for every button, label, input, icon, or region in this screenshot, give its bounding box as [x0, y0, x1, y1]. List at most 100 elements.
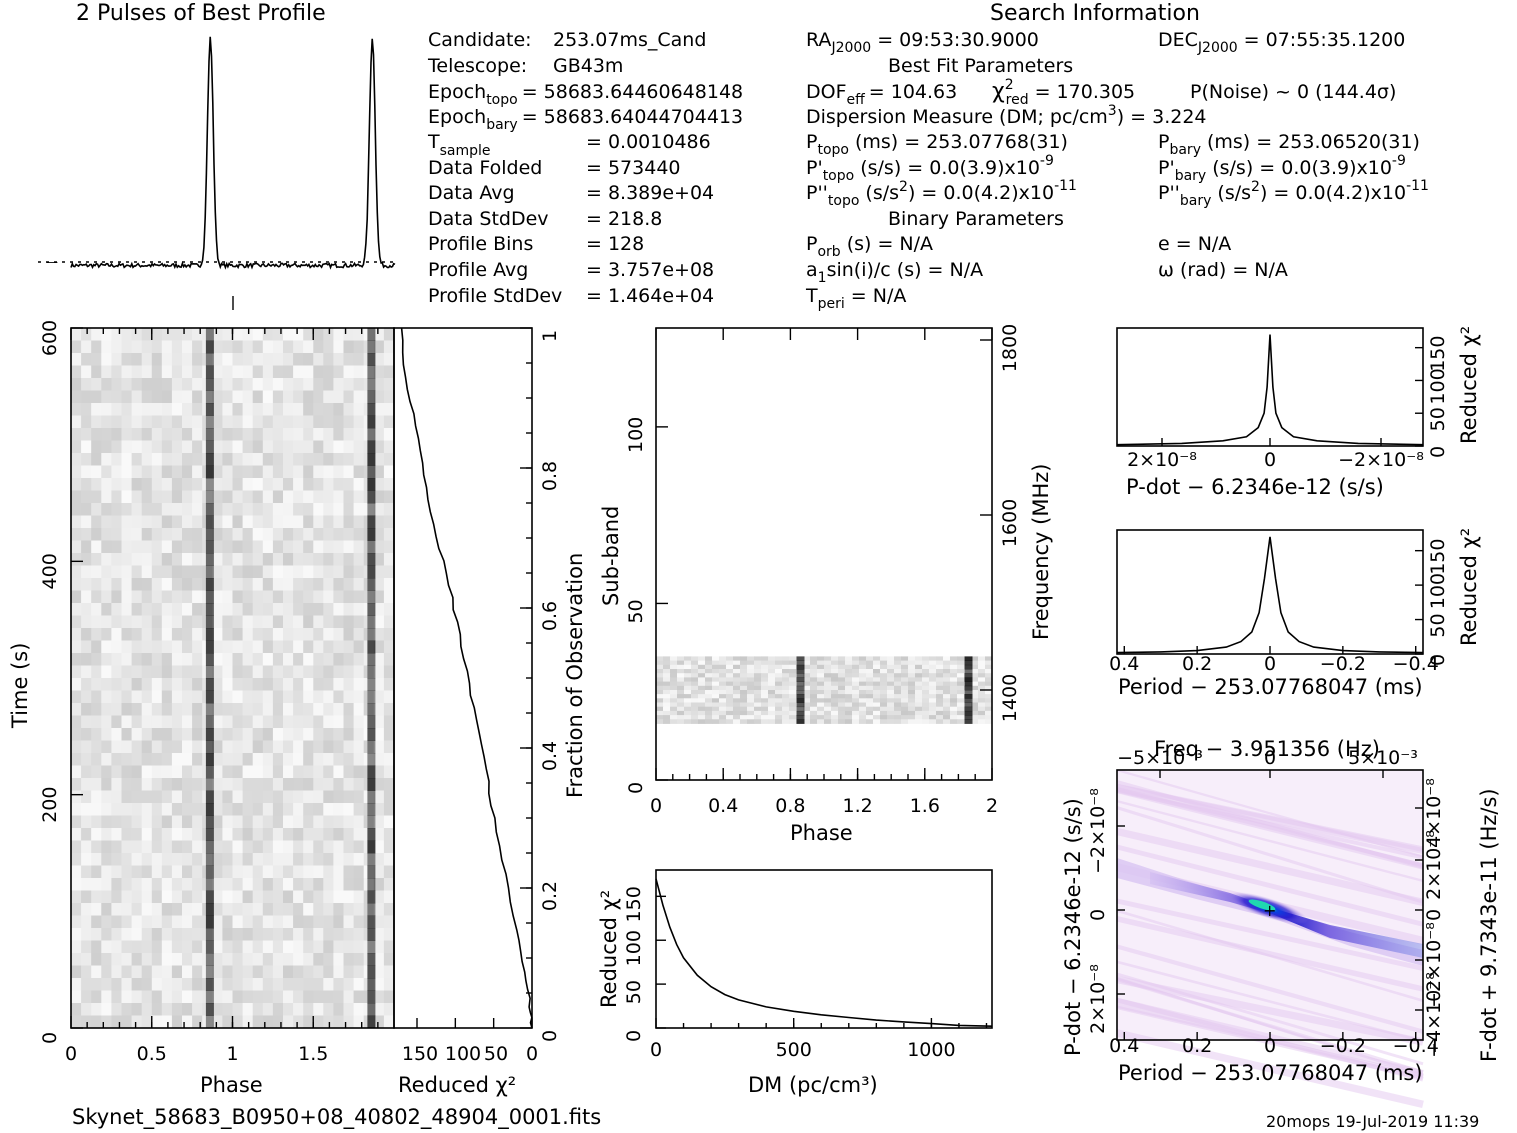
subband-cell: [789, 673, 797, 678]
time-phase-cell: [323, 453, 334, 466]
time-phase-cell: [353, 703, 365, 716]
time-phase-cell: [242, 778, 254, 791]
time-phase-cell: [313, 703, 324, 716]
time-phase-cell: [353, 353, 365, 366]
time-phase-pulse-2: [367, 853, 376, 866]
time-phase-pulse-1: [205, 715, 214, 729]
time-phase-cell: [141, 615, 153, 629]
time-phase-cell: [283, 403, 294, 416]
time-phase-cell: [343, 715, 355, 729]
time-phase-cell: [252, 515, 264, 529]
subband-cell: [971, 710, 979, 716]
subband-cell: [824, 690, 832, 695]
data-stddev-value: = 218.8: [586, 208, 662, 230]
subband-cell: [761, 706, 769, 712]
time-phase-cell: [222, 415, 233, 429]
time-phase-cell: [373, 765, 385, 779]
subband-cell: [901, 710, 909, 716]
time-phase-cell: [252, 628, 264, 641]
time-phase-cell: [131, 390, 143, 404]
time-phase-cell: [252, 578, 264, 591]
time-phase-cell: [81, 840, 92, 854]
time-phase-cell: [111, 503, 122, 516]
time-phase-cell: [313, 940, 324, 954]
subband-cell: [887, 710, 895, 716]
time-phase-cell: [252, 440, 264, 454]
subband-cell: [908, 673, 916, 678]
subband-cell: [901, 698, 909, 703]
subband-cell: [698, 681, 706, 687]
subband-cell: [915, 694, 923, 699]
time-phase-cell: [71, 415, 82, 429]
time-phase-cell: [242, 415, 254, 429]
time-phase-ytick-label: 0: [39, 1032, 61, 1044]
subband-cell: [985, 681, 993, 687]
time-phase-cell: [161, 803, 173, 816]
subband-cell: [747, 685, 755, 691]
time-phase-cell: [81, 903, 92, 916]
footer-timestamp: 20mops 19-Jul-2019 11:39: [1266, 1112, 1479, 1131]
subband-cell: [775, 664, 783, 670]
time-phase-cell: [151, 328, 163, 341]
time-phase-cell: [272, 365, 284, 379]
time-phase-cell: [283, 653, 294, 666]
time-phase-cell: [323, 928, 334, 941]
subband-cell: [943, 706, 951, 712]
time-phase-cell: [212, 790, 223, 804]
time-phase-cell: [313, 853, 324, 866]
time-phase-cell: [262, 640, 274, 654]
time-phase-cell: [141, 503, 153, 516]
time-phase-cell: [141, 803, 153, 816]
time-phase-cell: [293, 565, 304, 579]
time-phase-cell: [81, 640, 92, 654]
time-phase-cell: [262, 540, 274, 554]
time-phase-cell: [353, 815, 365, 829]
time-phase-cell: [272, 503, 284, 516]
time-phase-cell: [212, 565, 223, 579]
time-phase-pulse-1: [205, 828, 214, 841]
time-phase-cell: [272, 740, 284, 754]
time-phase-cell: [182, 653, 193, 666]
time-phase-cell: [262, 753, 274, 766]
time-phase-cell: [81, 765, 92, 779]
time-phase-cell: [121, 728, 133, 741]
time-phase-cell: [252, 603, 264, 616]
time-phase-cell: [81, 428, 92, 441]
subband-cell: [803, 706, 811, 712]
subband-cell: [922, 669, 930, 674]
subband-cell: [691, 715, 699, 720]
time-phase-pulse-1: [205, 953, 214, 966]
subband-cell: [768, 669, 776, 674]
time-phase-rows: [71, 328, 395, 1029]
time-phase-cell: [343, 578, 355, 591]
time-phase-cell: [91, 953, 102, 966]
time-phase-cell: [293, 803, 304, 816]
subband-cell: [747, 673, 755, 678]
time-phase-cell: [262, 390, 274, 404]
time-phase-cell: [333, 765, 344, 779]
data-avg-label: Data Avg: [428, 182, 515, 204]
time-phase-cell: [383, 540, 395, 554]
time-phase-cell: [272, 615, 284, 629]
time-phase-cell: [232, 928, 244, 941]
time-phase-cell: [101, 515, 112, 529]
time-phase-cell: [121, 840, 133, 854]
subband-cell: [880, 694, 888, 699]
time-phase-cell: [171, 928, 183, 941]
time-phase-cell: [182, 565, 193, 579]
time-phase-cell: [363, 690, 375, 704]
telescope-value: GB43m: [553, 55, 623, 77]
time-phase-cell: [222, 828, 233, 841]
subband-cell: [831, 685, 839, 691]
time-phase-cell: [383, 340, 395, 354]
time-phase-pulse-2: [367, 840, 376, 854]
subband-cell: [789, 660, 797, 666]
subband-cell: [894, 710, 902, 716]
time-phase-cell: [131, 540, 143, 554]
time-phase-cell: [111, 440, 122, 454]
time-phase-cell: [71, 703, 82, 716]
data-folded-value: = 573440: [586, 157, 681, 179]
time-phase-cell: [131, 515, 143, 529]
time-phase-cell: [383, 778, 395, 791]
time-phase-cell: [141, 490, 153, 504]
